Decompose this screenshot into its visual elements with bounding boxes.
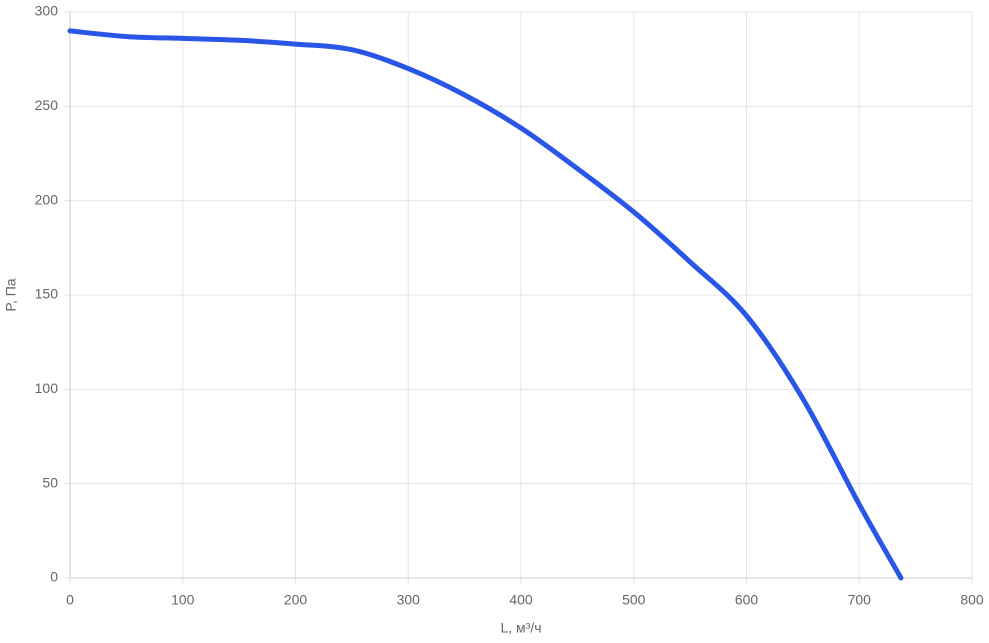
y-tick-label: 50 <box>42 474 58 490</box>
x-tick-label: 800 <box>960 592 984 608</box>
y-tick-label: 250 <box>35 97 59 113</box>
y-tick-label: 300 <box>35 3 59 19</box>
x-tick-label: 300 <box>397 592 421 608</box>
x-tick-label: 600 <box>735 592 759 608</box>
x-tick-label: 200 <box>284 592 308 608</box>
x-axis-label: L, м³/ч <box>500 620 541 636</box>
y-tick-label: 200 <box>35 191 59 207</box>
x-tick-label: 0 <box>66 592 74 608</box>
x-tick-label: 400 <box>509 592 533 608</box>
x-tick-label: 100 <box>171 592 195 608</box>
y-axis-label: P, Па <box>3 278 19 311</box>
x-tick-label: 700 <box>848 592 872 608</box>
y-tick-label: 150 <box>35 286 59 302</box>
y-tick-label: 0 <box>50 569 58 585</box>
line <box>67 28 904 581</box>
x-tick-label: 500 <box>622 592 646 608</box>
y-tick-label: 100 <box>35 380 59 396</box>
